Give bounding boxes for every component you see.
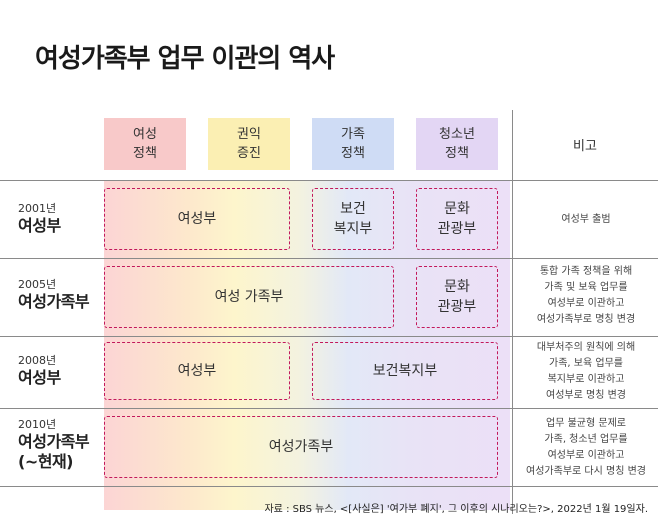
note-line: 통합 가족 정책을 위해 <box>539 266 633 277</box>
row-ministry-name: 여성가족부 <box>18 292 90 311</box>
column-header-line2: 증진 <box>237 146 261 161</box>
ministry-box-health-welfare: 보건 복지부 <box>312 188 394 250</box>
ministry-box-label: 여성가족부 <box>268 439 334 455</box>
ministry-box-label: 문화 <box>444 201 470 217</box>
note-line: 여성가족부로 다시 명칭 변경 <box>526 466 646 477</box>
row-year: 2010년 <box>18 418 57 431</box>
row-divider <box>0 258 658 259</box>
note-line: 업무 불균형 문제로 <box>546 418 626 429</box>
ministry-box-label: 문화 <box>444 279 470 295</box>
column-header-line1: 가족 <box>341 127 365 142</box>
row-ministry-name: 여성부 <box>18 216 61 235</box>
note-line: 여성가족부로 명칭 변경 <box>536 314 636 325</box>
source-credit: 자료 : SBS 뉴스, <[사실은] '여가부 폐지', 그 이후의 시나리오… <box>264 504 648 515</box>
column-header-line2: 정책 <box>445 146 469 161</box>
ministry-box-label: 관광부 <box>437 221 477 237</box>
row-ministry-name: 여성부 <box>18 368 61 387</box>
row-note-2005: 통합 가족 정책을 위해 가족 및 보육 업무를 여성부로 이관하고 여성가족부… <box>514 264 658 328</box>
row-note-2008: 대부처주의 원칙에 의해 가족, 보육 업무를 복지부로 이관하고 여성부로 명… <box>514 340 658 404</box>
row-divider <box>0 408 658 409</box>
ministry-box-culture-tourism: 문화 관광부 <box>416 266 498 328</box>
column-header-line1: 권익 <box>237 127 261 142</box>
row-divider <box>0 486 658 487</box>
row-note-2010: 업무 불균형 문제로 가족, 청소년 업무를 여성부로 이관하고 여성가족부로 … <box>514 416 658 480</box>
row-year: 2001년 <box>18 202 57 215</box>
row-divider <box>0 336 658 337</box>
row-label-2008: 2008년 여성부 <box>18 354 103 388</box>
note-column-divider <box>512 110 513 514</box>
ministry-box-label: 복지부 <box>333 221 373 237</box>
column-header-line2: 정책 <box>133 146 157 161</box>
row-divider <box>0 180 658 181</box>
ministry-box-label: 여성부 <box>177 363 217 379</box>
row-note-2001: 여성부 출범 <box>514 212 658 228</box>
row-ministry-name: 여성가족부 <box>18 432 90 451</box>
note-line: 가족, 청소년 업무를 <box>544 434 628 445</box>
note-line: 가족, 보육 업무를 <box>549 358 623 369</box>
note-line: 복지부로 이관하고 <box>547 374 625 385</box>
note-line: 여성부로 이관하고 <box>547 298 625 309</box>
column-header-youth-policy: 청소년 정책 <box>416 118 498 170</box>
column-header-family-policy: 가족 정책 <box>312 118 394 170</box>
row-year: 2005년 <box>18 278 57 291</box>
column-header-rights-promotion: 권익 증진 <box>208 118 290 170</box>
ministry-box-women-family: 여성 가족부 <box>104 266 394 328</box>
ministry-box-label: 보건복지부 <box>372 363 438 379</box>
ministry-box-women-family: 여성가족부 <box>104 416 498 478</box>
note-line: 여성부 출범 <box>561 214 611 225</box>
ministry-box-women: 여성부 <box>104 342 290 400</box>
note-line: 여성부로 명칭 변경 <box>546 390 626 401</box>
ministry-box-women: 여성부 <box>104 188 290 250</box>
page-title: 여성가족부 업무 이관의 역사 <box>35 44 335 74</box>
row-year: 2008년 <box>18 354 57 367</box>
column-header-line2: 정책 <box>341 146 365 161</box>
note-line: 여성부로 이관하고 <box>547 450 625 461</box>
ministry-box-health-welfare: 보건복지부 <box>312 342 498 400</box>
note-line: 대부처주의 원칙에 의해 <box>536 342 636 353</box>
policy-gradient-band <box>104 180 510 510</box>
row-label-2005: 2005년 여성가족부 <box>18 278 103 312</box>
row-ministry-period: (~현재) <box>18 452 73 471</box>
column-header-line1: 청소년 <box>439 127 475 142</box>
ministry-box-culture-tourism: 문화 관광부 <box>416 188 498 250</box>
row-label-2010: 2010년 여성가족부 (~현재) <box>18 418 103 472</box>
note-line: 가족 및 보육 업무를 <box>544 282 628 293</box>
ministry-box-label: 관광부 <box>437 299 477 315</box>
ministry-box-label: 여성부 <box>177 211 217 227</box>
column-header-line1: 여성 <box>133 127 157 142</box>
ministry-box-label: 여성 가족부 <box>214 289 284 305</box>
ministry-box-label: 보건 <box>340 201 366 217</box>
row-label-2001: 2001년 여성부 <box>18 202 103 236</box>
column-header-women-policy: 여성 정책 <box>104 118 186 170</box>
note-column-header: 비고 <box>573 138 597 154</box>
